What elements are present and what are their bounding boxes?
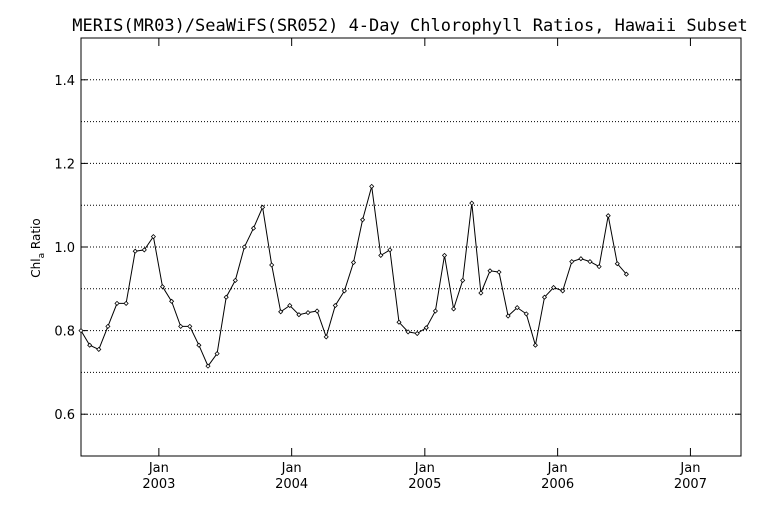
- data-point: [150, 234, 156, 240]
- data-point: [414, 330, 420, 337]
- grid-lines: [81, 79, 741, 415]
- x-tick-label: Jan: [414, 461, 435, 476]
- data-point: [178, 323, 184, 329]
- y-axis-label-main: Chl: [29, 258, 43, 277]
- data-point: [287, 302, 293, 309]
- data-point: [387, 247, 393, 253]
- chart-title: MERIS(MR03)/SeaWiFS(SR052) 4-Day Chlorop…: [72, 16, 748, 36]
- data-point: [369, 183, 375, 189]
- x-tick-label: Jan: [148, 461, 169, 476]
- data-point: [487, 268, 493, 274]
- data-point: [241, 244, 247, 250]
- data-point: [314, 308, 320, 314]
- data-point: [260, 204, 266, 210]
- x-tick-year-label: 2004: [275, 477, 308, 492]
- y-axis-label: Chla Ratio: [29, 218, 47, 277]
- data-point: [605, 213, 611, 219]
- data-point: [114, 300, 120, 306]
- data-point: [432, 308, 438, 314]
- data-point: [305, 310, 311, 316]
- data-point: [323, 334, 329, 340]
- data-point: [159, 284, 166, 290]
- data-point: [87, 342, 93, 348]
- data-point: [360, 217, 366, 223]
- data-point: [378, 252, 384, 258]
- data-point: [232, 277, 238, 283]
- data-point: [341, 288, 347, 294]
- data-point: [423, 325, 429, 331]
- y-tick-label: 0.6: [54, 408, 75, 423]
- y-tick-label: 1.0: [54, 241, 75, 256]
- data-point: [123, 300, 129, 306]
- data-point: [141, 247, 147, 253]
- data-point: [405, 329, 411, 335]
- x-tick-label: Jan: [281, 461, 302, 476]
- data-point: [496, 269, 502, 275]
- data-point: [269, 262, 275, 268]
- x-tick-label: Jan: [679, 461, 700, 476]
- data-point: [551, 284, 557, 291]
- data-point: [187, 323, 193, 329]
- data-point: [196, 342, 202, 348]
- data-point: [250, 225, 257, 231]
- data-point: [105, 323, 111, 329]
- data-point: [623, 271, 629, 277]
- data-point: [541, 294, 548, 300]
- data-point: [560, 288, 566, 294]
- series-chl-ratio: [78, 183, 629, 369]
- data-point: [223, 294, 229, 300]
- data-point: [587, 259, 593, 265]
- x-tick-year-label: 2005: [408, 477, 441, 492]
- series-line: [80, 186, 627, 368]
- y-tick-label: 1.4: [54, 74, 75, 89]
- x-tick-year-label: 2003: [142, 477, 175, 492]
- y-tick-label: 1.2: [54, 157, 75, 172]
- y-axis-label-sub: a: [37, 253, 47, 259]
- data-point: [578, 256, 584, 262]
- data-point: [596, 264, 602, 270]
- data-point: [514, 305, 520, 311]
- data-point: [469, 200, 475, 206]
- data-point: [441, 252, 448, 258]
- y-tick-label: 0.8: [54, 325, 75, 340]
- data-point: [460, 277, 466, 283]
- data-point: [169, 298, 175, 304]
- data-point: [505, 313, 511, 319]
- data-point: [332, 302, 338, 309]
- y-axis: 0.6 0.8 1.0 1.2 1.4: [54, 74, 741, 423]
- y-axis-label-rest: Ratio: [29, 218, 43, 253]
- data-point: [296, 312, 302, 318]
- data-point: [78, 328, 84, 334]
- x-tick-year-label: 2006: [541, 477, 574, 492]
- data-point: [396, 319, 402, 325]
- data-point: [132, 248, 138, 254]
- data-point: [205, 363, 211, 369]
- data-point: [523, 311, 529, 317]
- data-point: [278, 309, 284, 315]
- data-point: [478, 290, 484, 296]
- data-point: [451, 306, 457, 312]
- x-tick-year-label: 2007: [674, 477, 707, 492]
- x-tick-label: Jan: [547, 461, 568, 476]
- data-point: [532, 342, 538, 348]
- data-point: [96, 346, 102, 352]
- data-point: [569, 259, 575, 265]
- data-point: [614, 261, 620, 267]
- data-point: [214, 351, 220, 357]
- data-point: [350, 259, 357, 266]
